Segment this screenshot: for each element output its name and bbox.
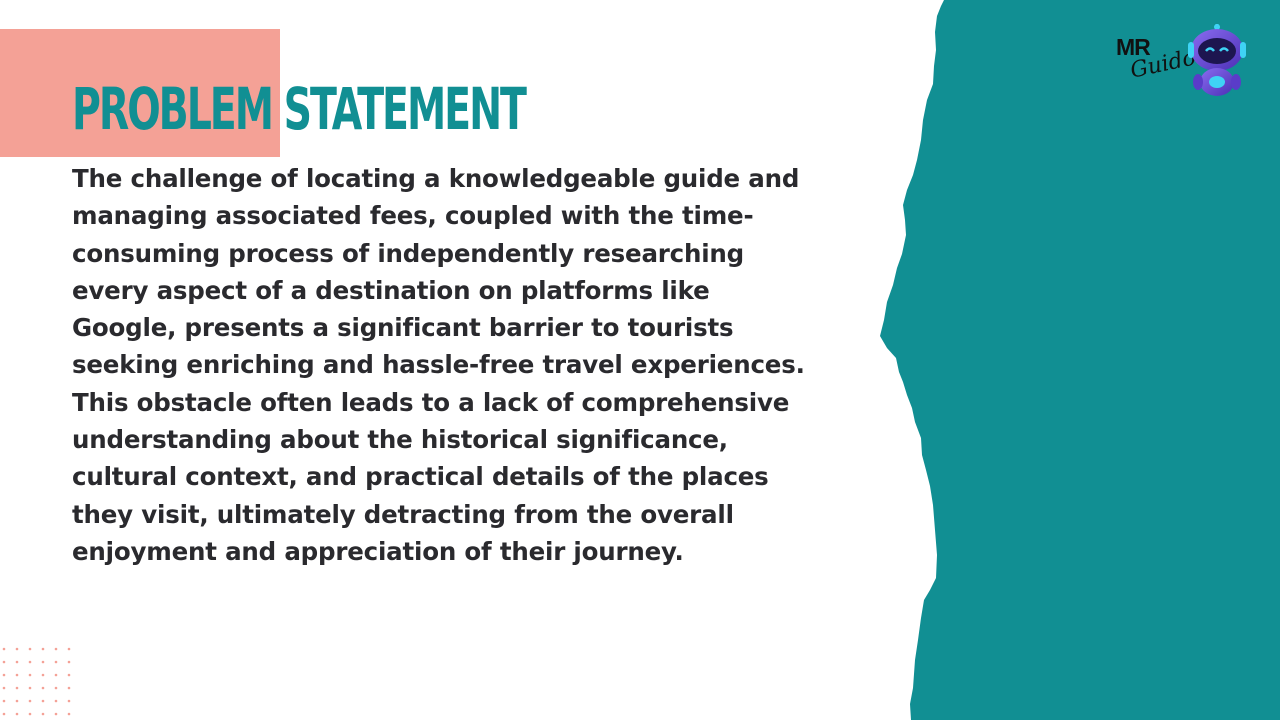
decorative-dot-grid — [2, 647, 71, 716]
page-title: PROBLEM STATEMENT — [72, 68, 527, 150]
problem-description: The challenge of locating a knowledgeabl… — [72, 164, 805, 566]
robot-icon — [1188, 24, 1246, 96]
mr-guido-logo: MR Guido — [1112, 24, 1252, 104]
title-word-problem: PROBLEM — [72, 75, 274, 143]
title-word-statement: STATEMENT — [283, 75, 527, 143]
title-accent-block — [0, 29, 280, 157]
logo-mr-text: MR — [1116, 34, 1151, 60]
